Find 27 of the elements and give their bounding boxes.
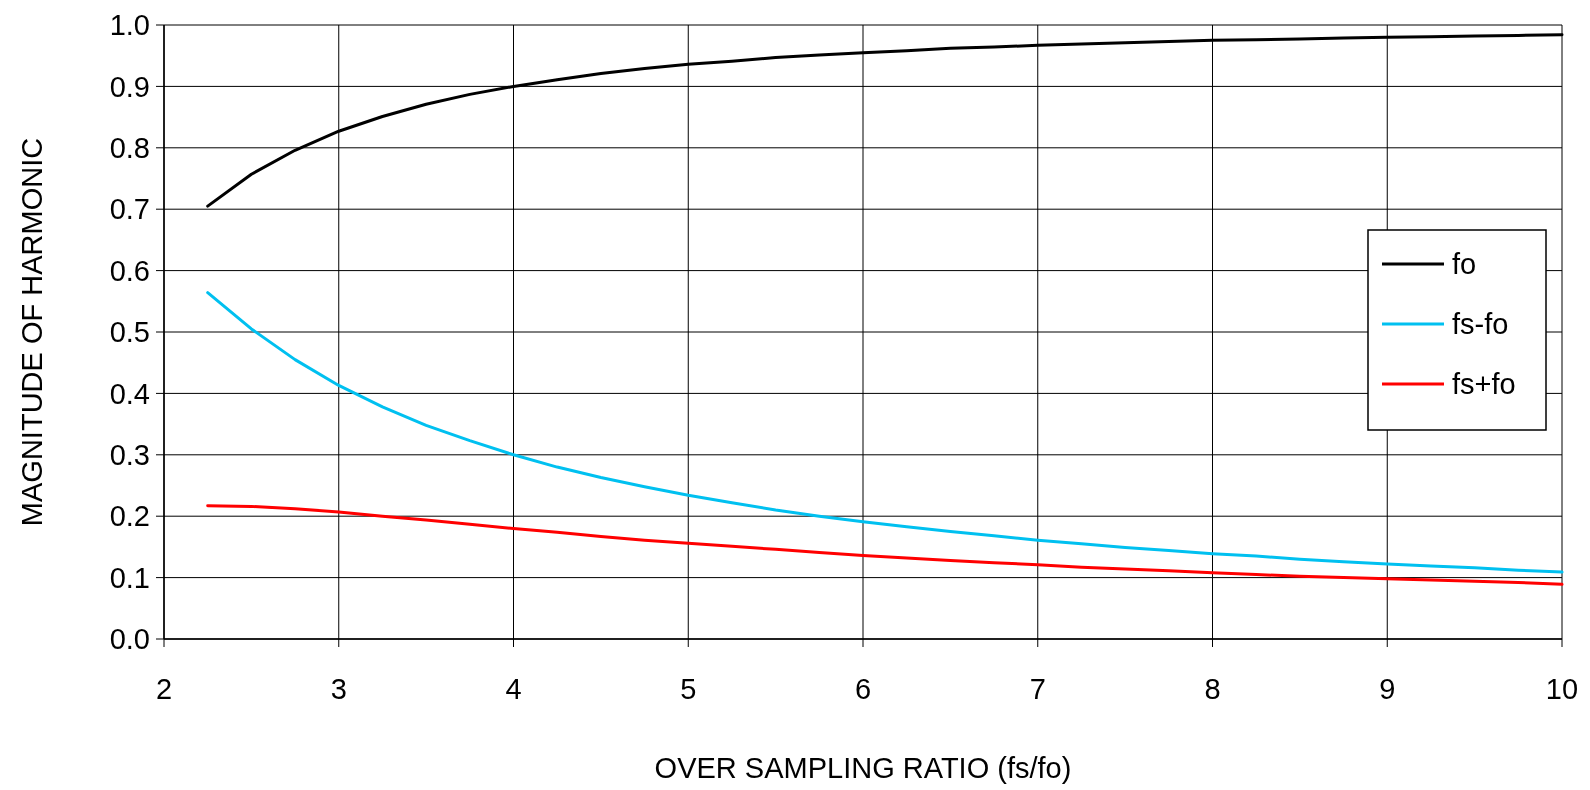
x-tick-label: 6 xyxy=(854,673,872,705)
x-tick-label: 5 xyxy=(680,673,697,705)
x-tick-label: 4 xyxy=(505,673,522,705)
x-tick-label: 9 xyxy=(1379,673,1396,705)
x-tick-label: 8 xyxy=(1204,673,1221,705)
x-tick-label: 2 xyxy=(155,673,173,705)
y-tick-label: 0.6 xyxy=(109,254,150,287)
y-tick-label: 0.2 xyxy=(109,500,150,533)
legend-label: fo xyxy=(1452,248,1477,281)
legend-label: fs-fo xyxy=(1452,308,1509,341)
x-tick-label: 7 xyxy=(1029,673,1046,705)
y-tick-label: 0.5 xyxy=(109,316,150,349)
y-tick-label: 0.3 xyxy=(109,438,150,471)
x-tick-label: 3 xyxy=(330,673,347,705)
y-tick-label: 0.8 xyxy=(109,131,150,164)
y-tick-label: 0.7 xyxy=(109,193,150,226)
legend-label: fs+fo xyxy=(1452,368,1516,401)
line-series xyxy=(206,291,1564,574)
y-tick-label: 0.4 xyxy=(109,377,150,410)
x-tick-label: 10 xyxy=(1545,673,1579,705)
y-tick-label: 0.1 xyxy=(109,561,150,594)
x-axis-title: OVER SAMPLING RATIO (fs/fo) xyxy=(654,752,1072,784)
line-series xyxy=(206,504,1564,586)
y-axis-title: MAGNITUDE OF HARMONIC xyxy=(16,137,48,527)
y-tick-label: 0.0 xyxy=(109,623,150,656)
y-tick-label: 1.0 xyxy=(109,9,150,42)
y-tick-label: 0.9 xyxy=(109,70,150,103)
